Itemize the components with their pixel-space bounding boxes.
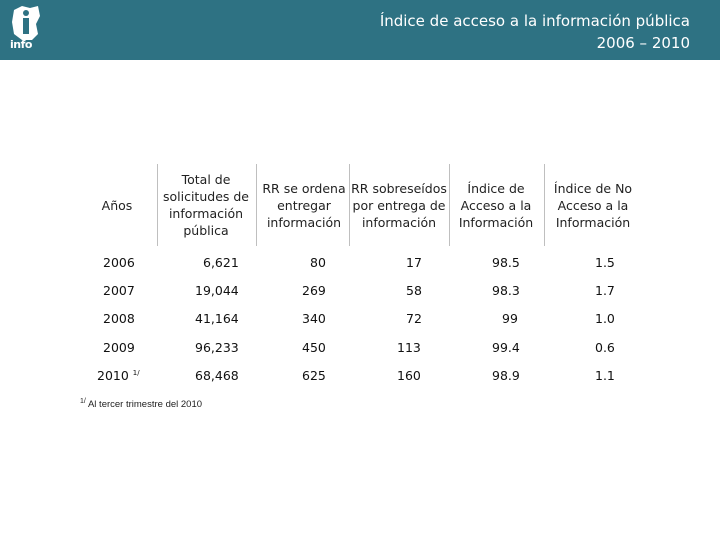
cell-indice-no-acceso: 1.1 [595, 368, 615, 383]
cell-year: 2007 [103, 283, 135, 298]
cell-indice-acceso: 98.3 [492, 283, 520, 298]
cell-rr-ordena: 269 [302, 283, 326, 298]
header-bar: info Índice de acceso a la información p… [0, 0, 720, 60]
column-header-indice-acceso: Índice de Acceso a la Información [458, 180, 534, 230]
column-header-years: Años [101, 197, 133, 213]
cell-rr-ordena: 80 [310, 255, 326, 270]
column-separator [256, 164, 257, 246]
cell-indice-acceso: 98.9 [492, 368, 520, 383]
column-header-rr-ordena: RR se ordena entregar información [262, 180, 346, 230]
column-separator [157, 164, 158, 246]
cell-total: 19,044 [195, 283, 239, 298]
cell-indice-acceso: 98.5 [492, 255, 520, 270]
cell-year: 2006 [103, 255, 135, 270]
cell-rr-sobreseidos: 58 [406, 283, 422, 298]
cell-indice-no-acceso: 1.7 [595, 283, 615, 298]
cell-year: 2009 [103, 340, 135, 355]
cell-total: 96,233 [195, 340, 239, 355]
page-title: Índice de acceso a la información públic… [380, 10, 690, 54]
cell-rr-sobreseidos: 17 [406, 255, 422, 270]
cell-indice-no-acceso: 0.6 [595, 340, 615, 355]
cell-year: 2008 [103, 311, 135, 326]
cell-rr-ordena: 340 [302, 311, 326, 326]
column-header-indice-no-acceso: Índice de No Acceso a la Información [553, 180, 633, 230]
cell-indice-no-acceso: 1.0 [595, 311, 615, 326]
cell-rr-ordena: 625 [302, 368, 326, 383]
cell-rr-sobreseidos: 113 [397, 340, 421, 355]
cell-total: 68,468 [195, 368, 239, 383]
footnote-mark: 1/ [132, 368, 140, 377]
cell-indice-acceso: 99.4 [492, 340, 520, 355]
cell-rr-ordena: 450 [302, 340, 326, 355]
title-line-2: 2006 – 2010 [596, 34, 690, 52]
column-separator [544, 164, 545, 246]
cell-year-value: 2010 [97, 368, 129, 383]
column-separator [449, 164, 450, 246]
cell-year: 2010 1/ [97, 368, 140, 383]
footnote: 1/ Al tercer trimestre del 2010 [80, 398, 202, 410]
footnote-mark: 1/ [80, 398, 86, 405]
logo-icon [12, 6, 40, 40]
cell-indice-acceso: 99 [502, 311, 518, 326]
column-header-rr-sobreseidos: RR sobreseídos por entrega de informació… [351, 180, 447, 230]
column-separator [349, 164, 350, 246]
cell-total: 41,164 [195, 311, 239, 326]
footnote-text: Al tercer trimestre del 2010 [87, 399, 203, 411]
logo-text: info [10, 38, 32, 51]
cell-rr-sobreseidos: 72 [406, 311, 422, 326]
cell-rr-sobreseidos: 160 [397, 368, 421, 383]
title-line-1: Índice de acceso a la información públic… [379, 12, 690, 30]
cell-total: 6,621 [203, 255, 239, 270]
column-header-total: Total de solicitudes de información públ… [162, 172, 249, 238]
cell-indice-no-acceso: 1.5 [595, 255, 615, 270]
